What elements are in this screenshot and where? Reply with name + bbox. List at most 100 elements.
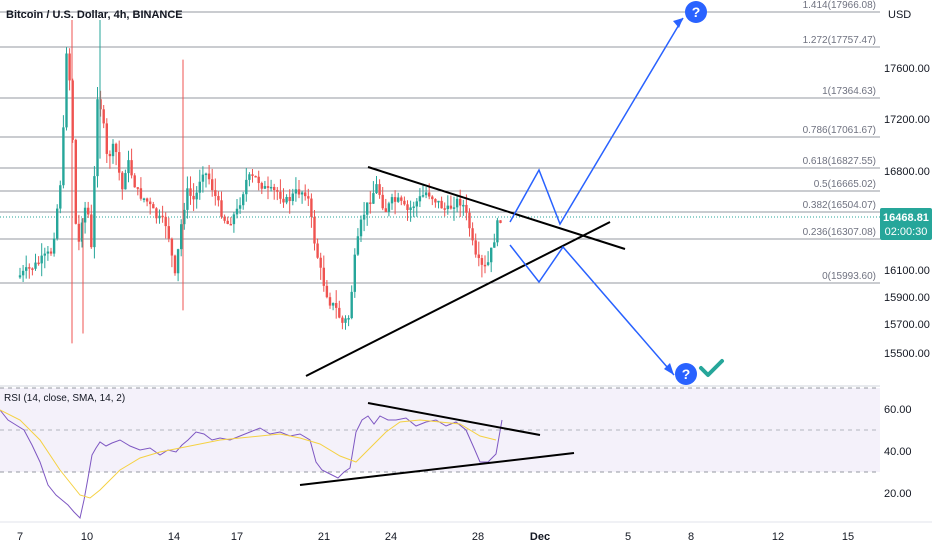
time-tick-label: 14 bbox=[168, 531, 180, 543]
bullish-projection-path[interactable] bbox=[509, 17, 684, 226]
candle-body bbox=[235, 208, 239, 215]
time-tick-label: 15 bbox=[842, 531, 854, 543]
candle-body bbox=[350, 291, 353, 319]
candle-body bbox=[282, 198, 285, 203]
candle-body bbox=[418, 196, 422, 202]
candle-body bbox=[331, 303, 335, 306]
question-icon[interactable]: ? bbox=[675, 363, 697, 385]
candle-body bbox=[344, 318, 347, 323]
candle-body bbox=[220, 200, 223, 217]
candle-body bbox=[99, 99, 102, 110]
candle-body bbox=[415, 201, 418, 207]
candle-body bbox=[96, 99, 99, 177]
current-price-countdown: 02:00:30 bbox=[885, 226, 928, 238]
candle-body bbox=[62, 127, 65, 186]
time-tick-label: Dec bbox=[530, 531, 550, 543]
candle-body bbox=[409, 207, 412, 211]
candle-body bbox=[127, 160, 130, 174]
candle-body bbox=[204, 173, 208, 176]
candle-body bbox=[455, 198, 459, 208]
candle-body bbox=[164, 216, 167, 227]
candle-body bbox=[288, 197, 291, 202]
fibonacci-levels: 1.414(17966.08) 1.272(17757.47) 1(17364.63… bbox=[0, 0, 880, 284]
time-tick-label: 10 bbox=[81, 531, 93, 543]
candle-body bbox=[390, 197, 394, 204]
question-icon[interactable]: ? bbox=[685, 1, 707, 23]
candle-body bbox=[223, 216, 226, 221]
candle-body bbox=[480, 258, 484, 265]
price-tick-label: 17200.00 bbox=[884, 114, 930, 126]
candle-body bbox=[74, 139, 77, 224]
time-tick-label: 28 bbox=[472, 531, 484, 543]
candle-body bbox=[34, 262, 37, 269]
candle-body bbox=[260, 183, 263, 189]
candle-body bbox=[25, 267, 28, 271]
candle-body bbox=[471, 228, 474, 241]
candle-body bbox=[80, 222, 84, 242]
candle-body bbox=[111, 143, 115, 157]
candle-body bbox=[87, 207, 90, 215]
candle-body bbox=[477, 254, 480, 259]
fib-level-label: 0(15993.60) bbox=[822, 271, 876, 282]
candle-body bbox=[279, 191, 282, 199]
bearish-projection-path[interactable] bbox=[509, 244, 675, 376]
candle-body bbox=[486, 262, 490, 265]
candle-body bbox=[499, 220, 502, 223]
candle-body bbox=[192, 195, 195, 200]
candle-body bbox=[195, 192, 198, 200]
candle-body bbox=[180, 224, 183, 250]
candle-body bbox=[248, 174, 251, 180]
candle-body bbox=[291, 193, 294, 202]
rsi-tick-label: 20.00 bbox=[884, 488, 912, 500]
candle-body bbox=[40, 255, 43, 264]
candle-body bbox=[273, 186, 276, 191]
candle-body bbox=[449, 205, 453, 209]
candle-body bbox=[238, 205, 242, 209]
candle-body bbox=[198, 181, 201, 193]
fib-level-label: 0.382(16504.07) bbox=[803, 200, 876, 211]
rsi-descending-trendline[interactable] bbox=[367, 402, 541, 436]
time-tick-label: 5 bbox=[625, 531, 631, 543]
candle-body bbox=[465, 204, 468, 213]
candle-body bbox=[434, 199, 437, 203]
rsi-tick-label: 60.00 bbox=[884, 404, 912, 416]
candle-body bbox=[452, 207, 456, 209]
rsi-indicator-label: RSI (14, close, SMA, 14, 2) bbox=[4, 393, 125, 404]
rsi-ascending-trendline[interactable] bbox=[299, 452, 575, 486]
candle-body bbox=[406, 204, 409, 211]
chart-title: Bitcoin / U.S. Dollar, 4h, BINANCE bbox=[6, 9, 183, 21]
candle-body bbox=[316, 243, 319, 258]
candle-body bbox=[437, 200, 440, 203]
candle-body bbox=[56, 208, 59, 239]
candle-body bbox=[381, 194, 384, 209]
fib-level-label: 0.5(16665.02) bbox=[814, 179, 876, 190]
candle-body bbox=[133, 175, 136, 188]
candle-body bbox=[269, 186, 273, 189]
candle-body bbox=[251, 174, 254, 176]
candle-body bbox=[266, 186, 270, 188]
candle-body bbox=[183, 209, 186, 225]
candle-body bbox=[347, 318, 350, 320]
candle-body bbox=[214, 190, 217, 197]
time-tick-label: 24 bbox=[385, 531, 397, 543]
candle-body bbox=[366, 202, 369, 215]
candle-body bbox=[468, 212, 471, 229]
candle-body bbox=[493, 242, 496, 248]
price-tick-label: 17600.00 bbox=[884, 63, 930, 75]
candle-body bbox=[118, 152, 121, 173]
candle-body bbox=[431, 196, 434, 200]
candle-body bbox=[149, 201, 152, 205]
candle-body bbox=[412, 206, 415, 208]
candle-body bbox=[276, 190, 279, 192]
candle-body bbox=[37, 262, 40, 265]
candle-body bbox=[263, 186, 267, 189]
fib-level-label: 1.272(17757.47) bbox=[803, 35, 876, 46]
candle-body bbox=[145, 198, 149, 202]
candle-body bbox=[229, 223, 232, 226]
ascending-trendline[interactable] bbox=[305, 221, 611, 377]
candle-body bbox=[245, 179, 248, 195]
candle-body bbox=[68, 53, 71, 81]
candle-body bbox=[319, 257, 322, 268]
time-tick-label: 8 bbox=[688, 531, 694, 543]
